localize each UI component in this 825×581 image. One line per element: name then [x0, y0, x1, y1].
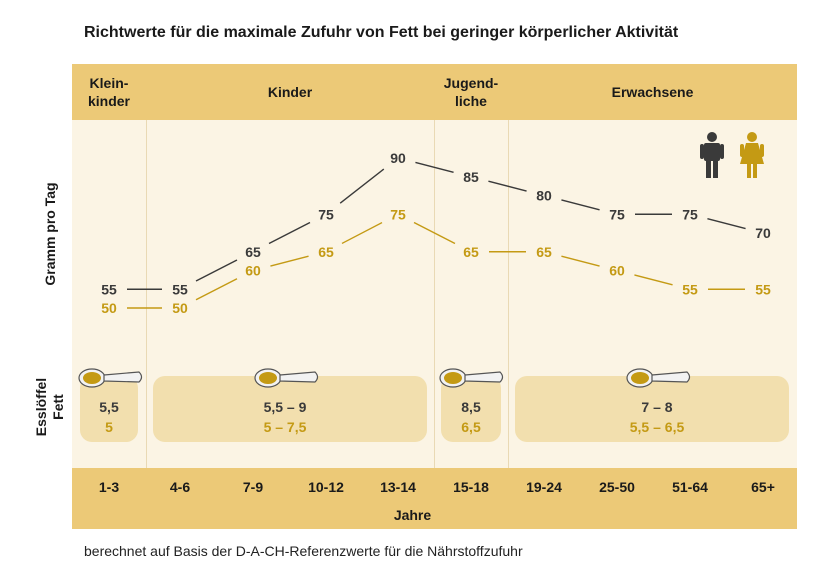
data-label: 65: [463, 244, 479, 260]
spoon-value-male: 5,5: [99, 399, 119, 415]
data-label: 55: [101, 281, 117, 297]
series-line-segment: [339, 168, 385, 204]
group-divider: [146, 120, 147, 468]
x-axis-label: Jahre: [393, 507, 432, 523]
series-line-segment: [707, 218, 746, 230]
data-label: 65: [318, 244, 334, 260]
group-label-text: Klein- kinder: [87, 75, 130, 109]
spoon-box-kinder: [153, 376, 427, 442]
spoon-value-female: 5: [105, 419, 113, 435]
x-tick-label: 7-9: [242, 479, 264, 495]
data-label: 80: [536, 188, 552, 204]
data-label: 70: [755, 225, 771, 241]
series-line-segment: [561, 199, 600, 211]
spoon-value-female: 5,5 – 6,5: [629, 419, 685, 435]
series-line-segment: [413, 221, 456, 245]
data-label: 75: [318, 206, 334, 222]
data-label: 50: [101, 300, 117, 316]
spoon-values-erwachsene: 7 – 8 5,5 – 6,5: [515, 397, 799, 437]
data-label: 55: [682, 281, 698, 297]
series-line-segment: [341, 221, 383, 245]
x-tick-label: 4-6: [169, 479, 191, 495]
data-label: 75: [390, 206, 406, 222]
data-label: 75: [609, 206, 625, 222]
series-line-segment: [195, 259, 238, 282]
group-label-kinder: Kinder: [146, 64, 434, 120]
x-tick-label: 13-14: [380, 479, 416, 495]
spoon-icon: [78, 368, 143, 388]
data-label: 55: [172, 281, 188, 297]
group-divider: [434, 120, 435, 468]
data-label: 60: [609, 263, 625, 279]
spoon-icon: [439, 368, 504, 388]
chart-title: Richtwerte für die maximale Zufuhr von F…: [84, 24, 679, 41]
footnote: berechnet auf Basis der D-A-CH-Referenzw…: [84, 543, 523, 559]
x-tick-label: 65+: [751, 479, 775, 495]
spoon-value-female: 5 – 7,5: [263, 419, 307, 435]
series-line-segment: [415, 161, 454, 173]
data-label: 90: [390, 150, 406, 166]
spoon-value-male: 5,5 – 9: [263, 399, 307, 415]
series-line-segment: [268, 221, 311, 245]
woman-icon: [740, 132, 764, 178]
age-group-header: [72, 64, 797, 120]
spoon-values-jugendliche: 8,5 6,5: [441, 397, 501, 437]
series-line-segment: [561, 255, 600, 267]
series-line-segment: [195, 278, 238, 301]
data-label: 65: [245, 244, 261, 260]
x-tick-label: 10-12: [308, 479, 344, 495]
group-label-text: Erwachsene: [611, 84, 694, 100]
spoon-icon: [254, 368, 319, 388]
legend-icons: [700, 132, 764, 178]
man-icon: [700, 132, 724, 178]
x-tick-label: 19-24: [526, 479, 562, 495]
group-label-kleinkinder: Klein- kinder: [72, 64, 146, 120]
x-tick-label: 25-50: [599, 479, 635, 495]
data-label: 50: [172, 300, 188, 316]
spoon-icon: [626, 368, 691, 388]
group-label-text: Kinder: [267, 84, 313, 100]
series-line-segment: [488, 180, 527, 192]
spoon-box-erwachsene: [515, 376, 789, 442]
x-axis-band: [72, 468, 797, 529]
group-label-jugendliche: Jugend- liche: [434, 64, 508, 120]
group-label-erwachsene: Erwachsene: [508, 64, 797, 120]
spoon-values-kinder: 5,5 – 9 5 – 7,5: [153, 397, 417, 437]
group-divider: [508, 120, 509, 468]
x-tick-label: 1-3: [98, 479, 120, 495]
series-line-segment: [634, 274, 673, 286]
x-tick-label: 15-18: [453, 479, 489, 495]
data-label: 85: [463, 169, 479, 185]
spoon-value-female: 6,5: [461, 419, 481, 435]
group-label-text: Jugend- liche: [443, 75, 499, 109]
data-label: 75: [682, 206, 698, 222]
spoon-value-male: 7 – 8: [641, 399, 673, 415]
x-tick-label: 51-64: [672, 479, 708, 495]
data-label: 60: [245, 263, 261, 279]
data-label: 65: [536, 244, 552, 260]
series-line-segment: [270, 255, 309, 267]
spoon-values-kleinkinder: 5,5 5: [80, 397, 138, 437]
spoon-value-male: 8,5: [461, 399, 481, 415]
data-label: 55: [755, 281, 771, 297]
